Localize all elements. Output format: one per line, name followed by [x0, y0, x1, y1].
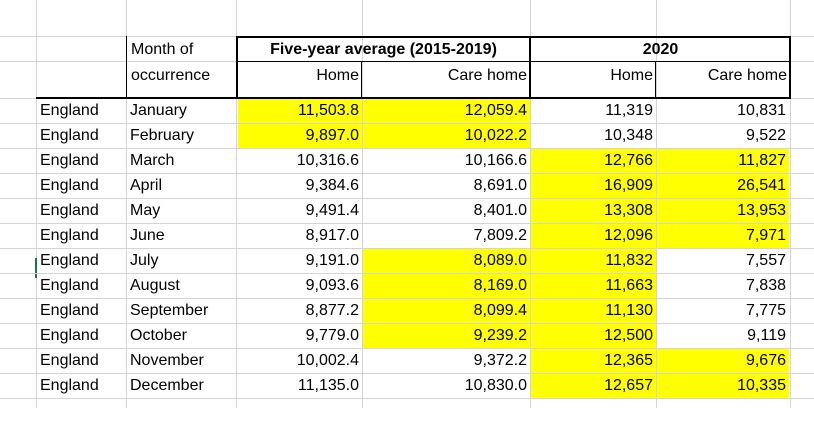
month-header-line2: occurrence — [131, 67, 211, 84]
avg-home-cell[interactable]: 9,897.0 — [238, 124, 362, 148]
row-gridline — [0, 323, 814, 324]
y2020-care-home-cell[interactable]: 13,953 — [657, 199, 789, 223]
y2020-care-home-cell[interactable]: 7,775 — [745, 302, 786, 319]
y2020-home-cell[interactable]: 12,365 — [531, 349, 656, 373]
region-cell[interactable]: England — [40, 152, 99, 169]
y2020-home-cell[interactable]: 11,319 — [605, 102, 653, 119]
region-cell[interactable]: England — [40, 202, 99, 219]
y2020-home-header: Home — [610, 67, 653, 84]
clipped-next-row-area — [0, 408, 814, 434]
avg-care-home-cell[interactable]: 8,401.0 — [473, 202, 527, 219]
month-cell[interactable]: June — [130, 227, 165, 244]
y2020-home-cell[interactable]: 11,130 — [531, 299, 656, 323]
avg-care-home-cell[interactable]: 12,059.4 — [363, 99, 530, 123]
row-gridline — [0, 373, 814, 374]
month-cell[interactable]: September — [130, 302, 209, 319]
month-cell[interactable]: March — [130, 152, 175, 169]
y2020-care-home-cell[interactable]: 9,676 — [657, 349, 789, 373]
region-cell[interactable]: England — [40, 277, 99, 294]
month-cell[interactable]: October — [130, 327, 187, 344]
y2020-care-home-cell[interactable]: 10,335 — [657, 374, 789, 398]
avg-care-home-cell[interactable]: 9,239.2 — [363, 324, 530, 348]
avg-care-home-cell[interactable]: 8,691.0 — [473, 177, 527, 194]
avg-home-cell[interactable]: 9,384.6 — [305, 177, 359, 194]
avg-care-home-cell[interactable]: 10,022.2 — [363, 124, 530, 148]
region-cell[interactable]: England — [40, 327, 99, 344]
month-cell[interactable]: December — [130, 377, 204, 394]
avg-home-cell[interactable]: 9,491.4 — [305, 202, 359, 219]
y2020-home-cell[interactable]: 12,096 — [531, 224, 656, 248]
y2020-home-cell[interactable]: 11,663 — [531, 274, 656, 298]
y2020-home-cell[interactable]: 12,766 — [531, 149, 656, 173]
avg-home-cell[interactable]: 10,316.6 — [296, 152, 359, 169]
row-gridline — [0, 273, 814, 274]
y2020-care-home-cell[interactable]: 7,557 — [745, 252, 786, 269]
row-gridline — [0, 223, 814, 224]
avg-home-cell[interactable]: 10,002.4 — [296, 352, 359, 369]
y2020-care-home-cell[interactable]: 7,971 — [657, 224, 789, 248]
avg-home-cell[interactable]: 9,093.6 — [305, 277, 359, 294]
month-cell[interactable]: November — [130, 352, 204, 369]
avg-home-cell[interactable]: 8,917.0 — [305, 227, 359, 244]
region-cell[interactable]: England — [40, 252, 99, 269]
y2020-home-cell[interactable]: 12,657 — [531, 374, 656, 398]
region-cell[interactable]: England — [40, 377, 99, 394]
region-cell[interactable]: England — [40, 177, 99, 194]
row-gridline — [0, 123, 814, 124]
row-gridline — [0, 298, 814, 299]
y2020-care-home-cell[interactable]: 7,838 — [745, 277, 786, 294]
avg-home-cell[interactable]: 11,135.0 — [297, 377, 359, 394]
region-cell[interactable]: England — [40, 302, 99, 319]
month-cell[interactable]: January — [130, 102, 187, 119]
row-gridline — [0, 348, 814, 349]
five-year-average-header: Five-year average (2015-2019) — [270, 41, 497, 58]
avg-care-home-cell[interactable]: 10,830.0 — [464, 377, 527, 394]
region-cell[interactable]: England — [40, 352, 99, 369]
avg-care-home-cell[interactable]: 7,809.2 — [473, 227, 527, 244]
avg-home-header: Home — [316, 67, 359, 84]
year-2020-header: 2020 — [642, 41, 679, 58]
y2020-home-cell[interactable]: 12,500 — [531, 324, 656, 348]
row-gridline — [0, 173, 814, 174]
region-cell[interactable]: England — [40, 127, 99, 144]
avg-care-home-cell[interactable]: 8,089.0 — [363, 249, 530, 273]
month-header-line1: Month of — [131, 41, 194, 58]
month-cell[interactable]: April — [130, 177, 163, 194]
avg-home-cell[interactable]: 8,877.2 — [305, 302, 359, 319]
y2020-care-home-header: Care home — [707, 67, 787, 84]
row-gridline — [0, 148, 814, 149]
y2020-home-cell[interactable]: 13,308 — [531, 199, 656, 223]
month-cell[interactable]: August — [130, 277, 180, 294]
month-cell[interactable]: July — [130, 252, 159, 269]
y2020-home-cell[interactable]: 16,909 — [531, 174, 656, 198]
avg-home-cell[interactable]: 11,503.8 — [238, 99, 362, 123]
avg-home-cell[interactable]: 9,779.0 — [305, 327, 359, 344]
avg-home-cell[interactable]: 9,191.0 — [305, 252, 359, 269]
row-selection-marker — [35, 258, 37, 278]
y2020-care-home-cell[interactable]: 9,119 — [747, 327, 786, 344]
row-gridline — [0, 198, 814, 199]
y2020-home-cell[interactable]: 11,832 — [531, 249, 656, 273]
avg-care-home-cell[interactable]: 10,166.6 — [464, 152, 527, 169]
y2020-care-home-cell[interactable]: 9,522 — [745, 127, 786, 144]
region-cell[interactable]: England — [40, 102, 99, 119]
avg-care-home-cell[interactable]: 8,169.0 — [363, 274, 530, 298]
avg-care-home-header: Care home — [447, 67, 527, 84]
month-cell[interactable]: February — [130, 127, 195, 144]
region-cell[interactable]: England — [40, 227, 99, 244]
y2020-care-home-cell[interactable]: 11,827 — [657, 149, 789, 173]
month-cell[interactable]: May — [130, 202, 161, 219]
row-gridline — [0, 248, 814, 249]
y2020-care-home-cell[interactable]: 10,831 — [737, 102, 786, 119]
y2020-care-home-cell[interactable]: 26,541 — [657, 174, 789, 198]
row-gridline — [0, 398, 814, 399]
avg-care-home-cell[interactable]: 9,372.2 — [473, 352, 527, 369]
avg-care-home-cell[interactable]: 8,099.4 — [363, 299, 530, 323]
y2020-home-cell[interactable]: 10,348 — [604, 127, 653, 144]
